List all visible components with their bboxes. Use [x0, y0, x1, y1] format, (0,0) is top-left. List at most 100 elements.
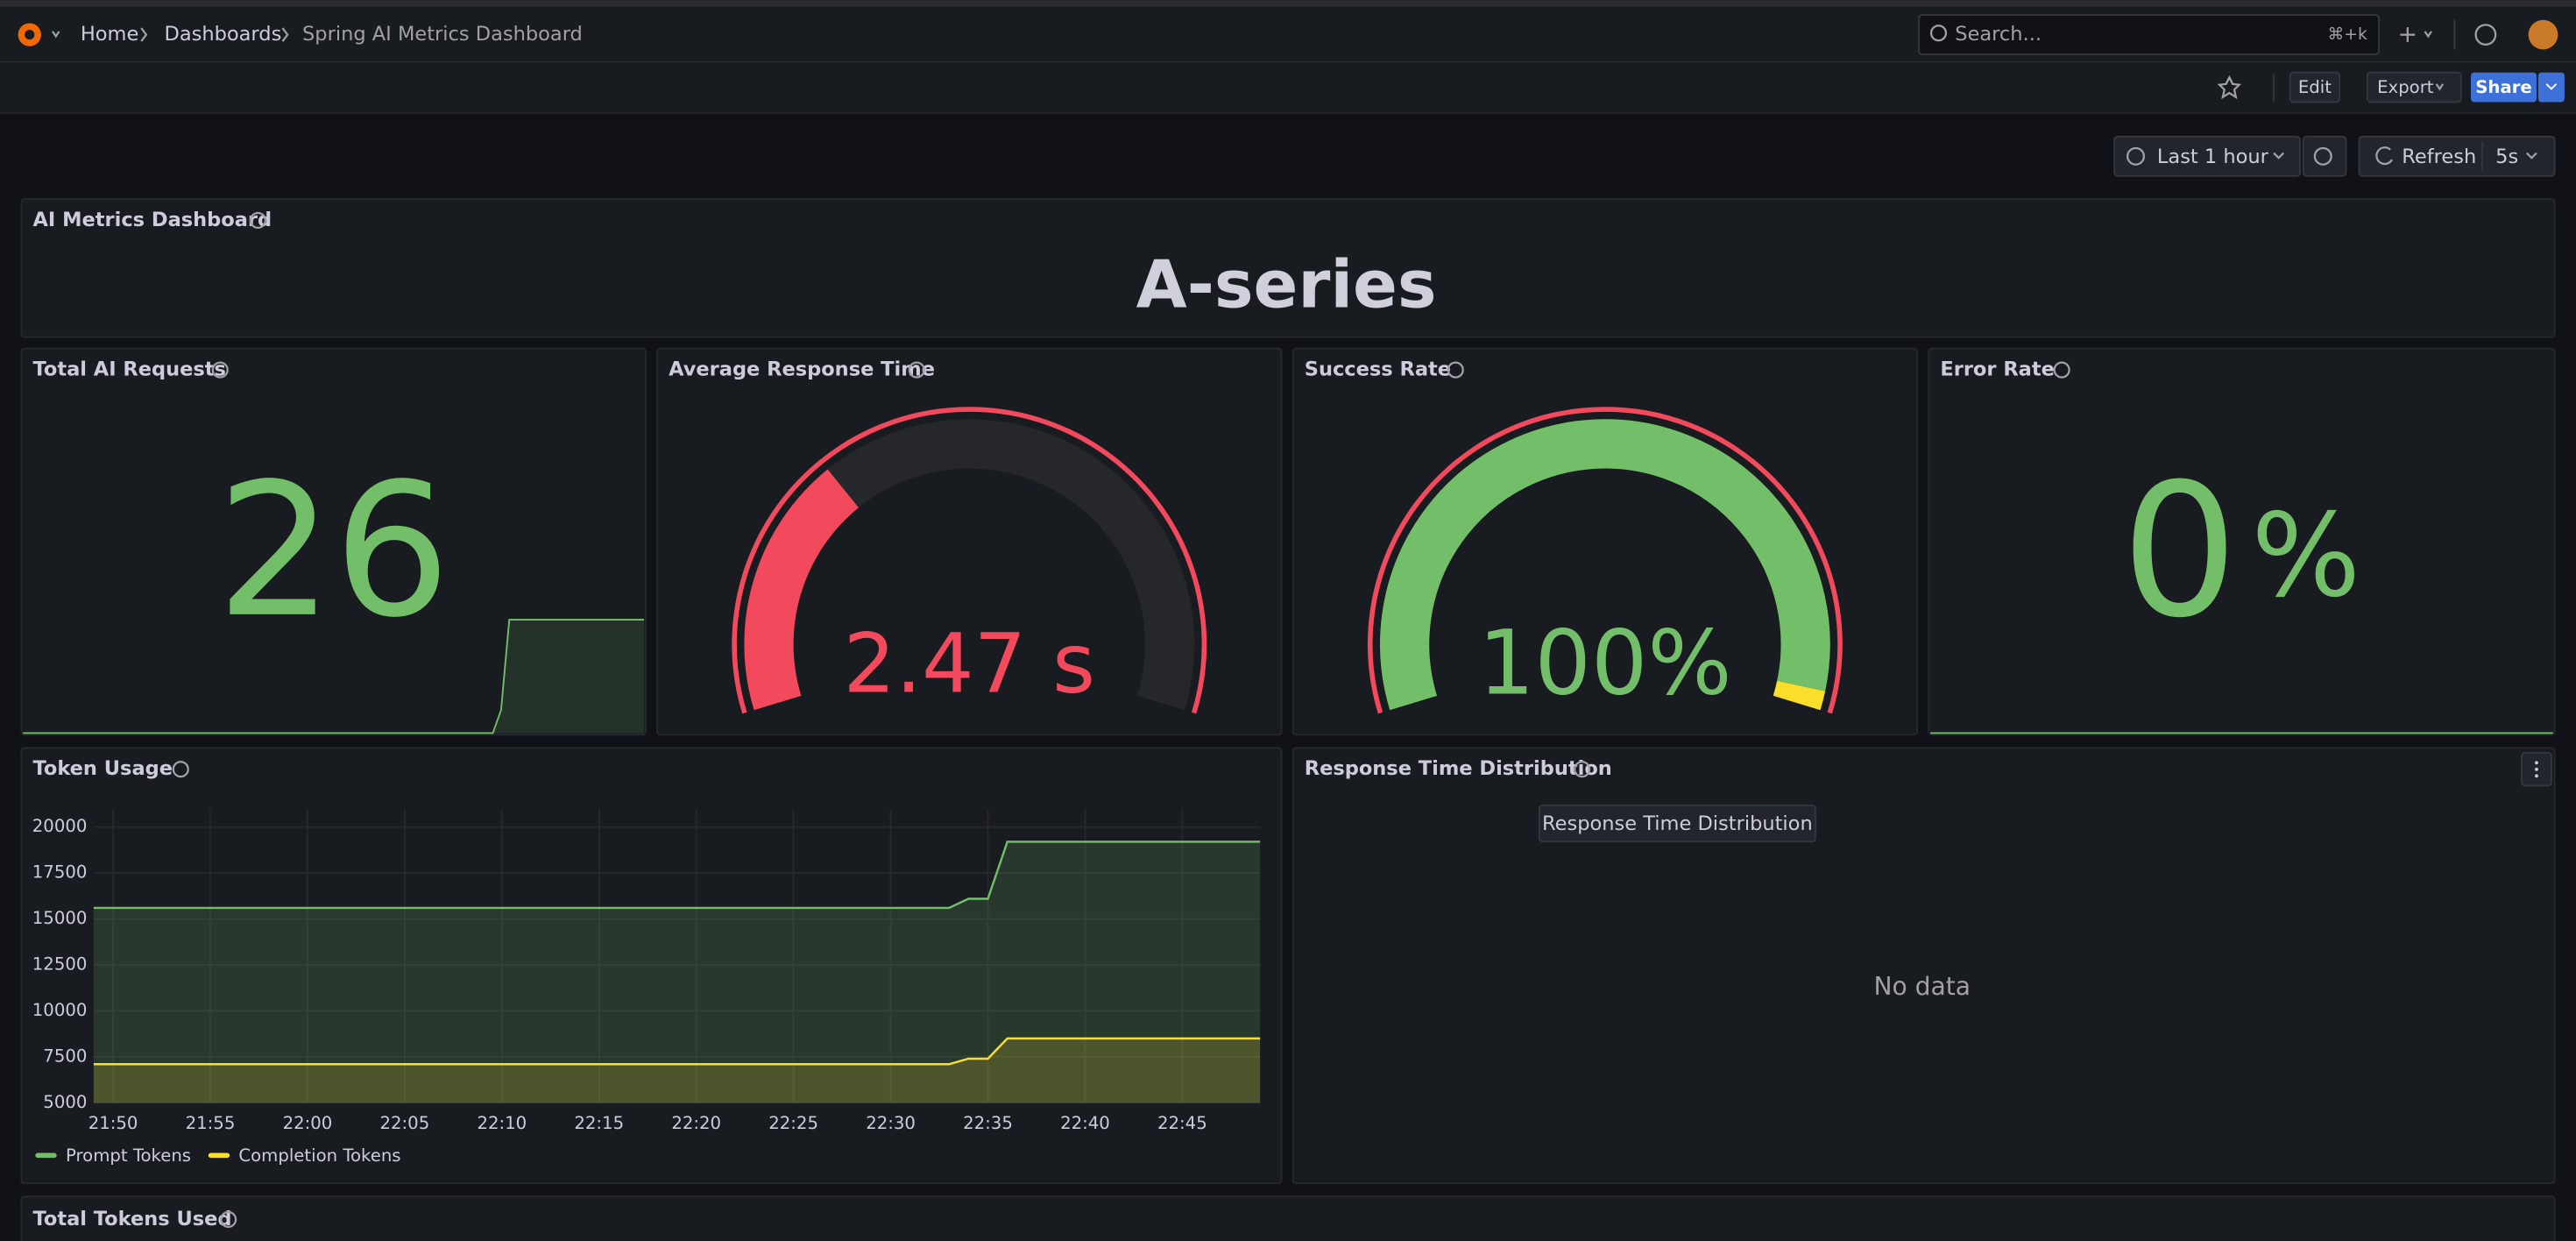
unit: %: [1647, 611, 1731, 714]
sparkline-area: [23, 620, 644, 734]
share-dropdown[interactable]: [2537, 72, 2565, 103]
x-tick-label: 22:30: [866, 1113, 916, 1133]
chevron: [2435, 83, 2445, 91]
avatar[interactable]: [2528, 19, 2558, 50]
help-button[interactable]: [2474, 24, 2497, 46]
x-tick-label: 22:35: [963, 1113, 1013, 1133]
chevron: [2525, 152, 2537, 160]
value: 2.47: [844, 616, 1027, 712]
edit-button[interactable]: [2289, 71, 2340, 103]
chevron: [2273, 152, 2285, 160]
panel-title: Success Rate: [1305, 358, 1451, 381]
panel-title: Error Rate: [1940, 358, 2054, 381]
gauge-value: 2.47 s: [844, 616, 1095, 712]
unit: %: [2251, 488, 2360, 622]
panel-title: Average Response Time: [669, 358, 935, 381]
refresh-interval[interactable]: 5s: [2495, 145, 2518, 168]
gauge: [1367, 407, 1843, 714]
gauge: [732, 407, 1207, 714]
breadcrumb[interactable]: Dashboards: [165, 23, 282, 46]
refresh-label: Refresh: [2402, 145, 2476, 168]
legend-label[interactable]: Completion Tokens: [238, 1145, 400, 1166]
search-shortcut: ⌘+k: [2328, 25, 2367, 44]
star-button[interactable]: [2217, 74, 2242, 100]
x-tick-label: 22:05: [380, 1113, 430, 1133]
search-box[interactable]: [1918, 14, 2380, 56]
edit-label: Edit: [2298, 77, 2332, 97]
value: 100: [1478, 611, 1647, 714]
x-tick-label: 21:55: [186, 1113, 236, 1133]
refresh-button[interactable]: [2358, 135, 2556, 177]
x-tick-label: 22:10: [477, 1113, 527, 1133]
export-label: Export: [2377, 77, 2434, 97]
panel-text: A-series: [1136, 246, 1437, 323]
grafana-logo-core: [25, 29, 35, 40]
add-button[interactable]: [2400, 27, 2416, 43]
panel: [656, 347, 1283, 736]
search-placeholder: Search...: [1955, 23, 2042, 46]
separator: [140, 27, 148, 42]
zoom-icon: [2313, 146, 2332, 166]
x-tick-label: 22:00: [283, 1113, 333, 1133]
breadcrumb[interactable]: Home: [81, 23, 138, 46]
share-button[interactable]: [2471, 72, 2537, 103]
gauge-fill: [744, 469, 860, 711]
panel: [1292, 747, 2556, 1185]
token-chart: 5000 7500 10000 12500 15000 17500 20000 21:50 21…: [32, 808, 1261, 1166]
info-icon[interactable]: [1574, 761, 1591, 778]
info-icon[interactable]: [2053, 361, 2070, 379]
chevron: [2424, 31, 2432, 39]
window-edge: [0, 0, 2576, 7]
x-tick-label: 22:25: [768, 1113, 818, 1133]
export-button[interactable]: [2366, 71, 2462, 103]
legend-label[interactable]: Prompt Tokens: [66, 1145, 191, 1166]
y-tick-label: 20000: [32, 816, 88, 836]
info-icon[interactable]: [1447, 361, 1464, 379]
chevron: [52, 31, 60, 39]
time-range: Last 1 hour: [2157, 145, 2269, 168]
chevron: [2545, 83, 2558, 90]
panel-title: Total Tokens Used: [33, 1208, 232, 1230]
info-icon[interactable]: [220, 1210, 237, 1228]
tooltip: [1538, 805, 1816, 843]
tooltip-text: Response Time Distribution: [1542, 812, 1813, 835]
x-tick-label: 22:40: [1060, 1113, 1110, 1133]
panel: [20, 1195, 2556, 1241]
gauge-tip: [1773, 680, 1826, 711]
info-icon[interactable]: [249, 211, 266, 230]
panel: [1928, 347, 2556, 736]
breadcrumb-current: Spring AI Metrics Dashboard: [302, 23, 583, 46]
info-icon[interactable]: [172, 761, 189, 778]
series-line: [93, 840, 1261, 910]
refresh-icon: [2375, 146, 2393, 166]
share-label: Share: [2475, 77, 2532, 97]
panel-title: Total AI Requests: [33, 358, 226, 381]
unit: s: [1052, 616, 1095, 712]
clock-icon: [2127, 146, 2145, 166]
info-icon[interactable]: [908, 361, 925, 379]
x-tick-label: 22:15: [574, 1113, 624, 1133]
no-data: No data: [1874, 972, 1971, 1001]
y-tick-label: 5000: [43, 1092, 87, 1112]
panel: [1292, 347, 1919, 736]
sparkline: [23, 619, 644, 734]
panel: [20, 347, 647, 736]
gauge-fill: [1380, 419, 1830, 711]
gauge-threshold: [1367, 407, 1843, 714]
x-tick-label: 22:20: [671, 1113, 721, 1133]
x-tick-label: 21:50: [88, 1113, 138, 1133]
panel: [20, 198, 2556, 338]
series-area: [93, 841, 1261, 1103]
panel-title: AI Metrics Dashboard: [33, 209, 272, 231]
time-picker[interactable]: [2113, 135, 2301, 177]
panel-title: Token Usage: [33, 757, 173, 780]
series-area: [93, 1038, 1261, 1103]
info-icon[interactable]: [211, 361, 229, 379]
zoom-out-button[interactable]: [2302, 135, 2347, 177]
toolbar: [0, 62, 2576, 112]
y-tick-label: 10000: [32, 1000, 88, 1020]
series-line: [93, 1037, 1261, 1066]
y-tick-label: 12500: [32, 954, 88, 974]
